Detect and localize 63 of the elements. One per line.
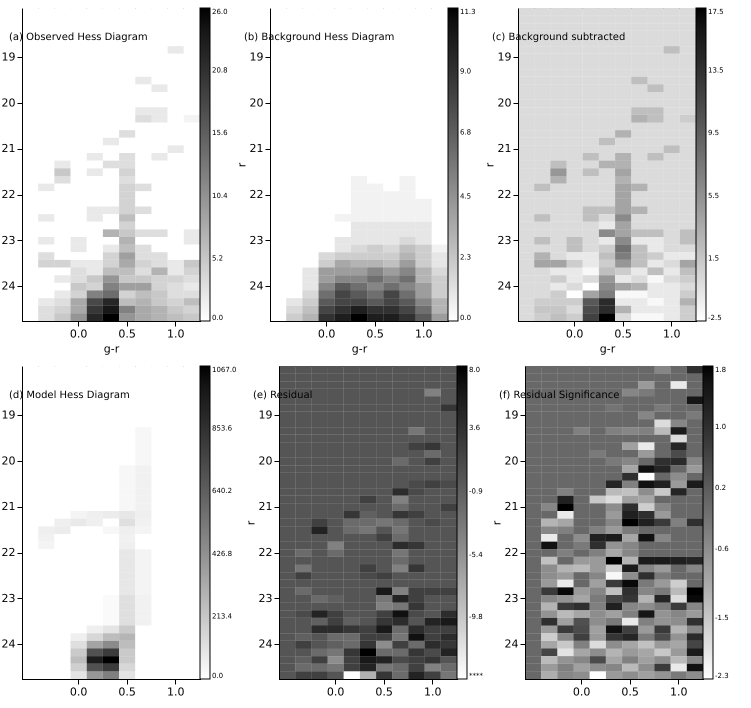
x-tick-label: 0.5	[621, 686, 639, 698]
y-tick-label: 21	[504, 500, 518, 514]
x-tick-label: 0.5	[118, 686, 136, 698]
y-tick-label: 23	[250, 234, 264, 247]
x-tick-label: 0.5	[614, 328, 632, 340]
y-tick-label: 22	[504, 546, 518, 560]
y-tick-label: 23	[498, 234, 512, 247]
text: (d) Model Hess Diagram	[9, 390, 130, 401]
y-tick-label: 22	[250, 188, 264, 202]
y-tick-label: 24	[258, 638, 272, 651]
y-tick-label: 24	[504, 638, 518, 651]
x-axis-title: g-r	[104, 342, 120, 356]
y-tick-label: 20	[2, 96, 16, 110]
y-axis-title: r	[484, 162, 497, 168]
x-tick-label: 0.0	[572, 686, 590, 698]
x-axis-title: g-r	[352, 342, 368, 356]
y-tick-label: 19	[2, 408, 16, 422]
y-tick-label: 21	[250, 142, 264, 156]
y-tick-label: 22	[2, 188, 16, 202]
x-tick-label: 0.0	[566, 328, 584, 340]
y-tick-label: 19	[2, 50, 16, 64]
x-tick-label: 1.0	[424, 686, 442, 698]
y-tick-label: 19	[250, 50, 264, 64]
y-tick-label: 23	[2, 592, 16, 605]
y-tick-label: 20	[250, 96, 264, 110]
x-tick-label: 0.0	[318, 328, 336, 340]
y-tick-label: 20	[2, 454, 16, 468]
text: (a) Observed Hess Diagram	[9, 32, 148, 43]
y-tick-label: 20	[498, 96, 512, 110]
y-tick-label: 19	[498, 50, 512, 64]
x-tick-label: 1.0	[662, 328, 680, 340]
y-tick-label: 24	[2, 638, 16, 651]
x-tick-label: 0.5	[118, 328, 136, 340]
x-tick-label: 0.5	[375, 686, 393, 698]
y-tick-label: 22	[498, 188, 512, 202]
x-axis-title: g-r	[600, 342, 616, 356]
y-tick-label: 24	[250, 280, 264, 293]
y-axis-title: r	[490, 520, 504, 526]
x-tick-label: 1.0	[414, 328, 432, 340]
y-tick-label: 22	[258, 546, 272, 560]
x-tick-label: 0.0	[70, 686, 88, 698]
y-tick-label: 23	[2, 234, 16, 247]
y-axis-title: r	[236, 162, 249, 168]
y-tick-label: 23	[504, 592, 518, 605]
y-tick-label: 24	[498, 280, 512, 293]
x-tick-label: 0.5	[366, 328, 384, 340]
y-tick-label: 24	[2, 280, 16, 293]
x-tick-label: 1.0	[166, 686, 184, 698]
y-tick-label: 21	[498, 142, 512, 156]
y-tick-label: 19	[504, 408, 518, 422]
y-tick-label: 22	[2, 546, 16, 560]
y-tick-label: 21	[2, 142, 16, 156]
x-tick-label: 1.0	[670, 686, 688, 698]
x-tick-label: 0.0	[326, 686, 344, 698]
y-tick-label: 20	[504, 454, 518, 468]
y-tick-label: 21	[2, 500, 16, 514]
y-tick-label: 19	[258, 408, 272, 422]
x-tick-label: 1.0	[166, 328, 184, 340]
y-axis-title: r	[244, 520, 258, 526]
y-tick-label: 23	[258, 592, 272, 605]
y-tick-label: 21	[258, 500, 272, 514]
y-tick-label: 20	[258, 454, 272, 468]
x-tick-label: 0.0	[70, 328, 88, 340]
